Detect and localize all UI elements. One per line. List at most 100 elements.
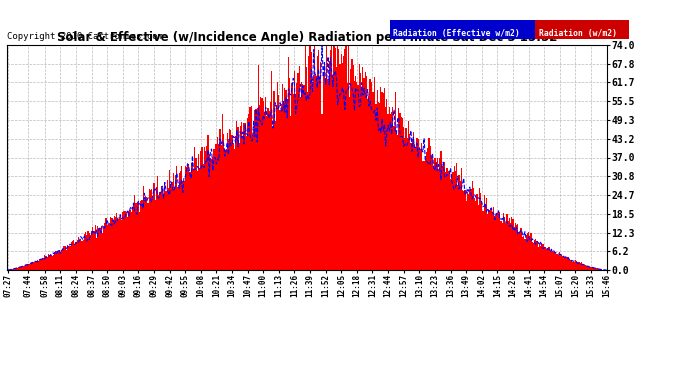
Bar [188, 164, 189, 270]
Bar [55, 251, 56, 270]
Bar [551, 249, 552, 270]
Bar [371, 82, 372, 270]
Bar [362, 68, 364, 270]
Bar [66, 249, 67, 270]
Bar [325, 78, 326, 270]
Bar [508, 221, 509, 270]
Bar [96, 238, 97, 270]
Bar [145, 196, 146, 270]
Bar [398, 108, 400, 270]
Bar [538, 246, 539, 270]
Bar [132, 207, 133, 270]
Bar [141, 200, 143, 270]
Bar [68, 246, 69, 270]
Bar [479, 188, 480, 270]
Bar [93, 231, 95, 270]
Bar [562, 256, 563, 270]
Bar [150, 190, 151, 270]
Bar [401, 117, 402, 270]
Bar [37, 260, 38, 270]
Bar [288, 57, 289, 270]
Bar [54, 252, 55, 270]
Bar [355, 76, 356, 270]
Bar [333, 45, 335, 270]
Bar [237, 127, 239, 270]
Bar [293, 94, 294, 270]
Bar [573, 262, 575, 270]
Bar [504, 217, 505, 270]
Bar [521, 228, 522, 270]
Bar [249, 107, 250, 270]
Bar [194, 147, 195, 270]
Bar [163, 196, 164, 270]
Bar [297, 73, 299, 270]
Bar [565, 257, 566, 270]
Bar [186, 166, 187, 270]
Bar [99, 228, 101, 270]
Bar [380, 87, 382, 270]
Bar [28, 264, 30, 270]
Bar [195, 158, 197, 270]
Bar [425, 156, 426, 270]
Bar [20, 267, 21, 270]
Bar [56, 251, 57, 270]
Bar [36, 261, 37, 270]
Bar [205, 151, 206, 270]
Bar [190, 164, 192, 270]
Bar [583, 265, 584, 270]
Bar [153, 183, 155, 270]
Bar [282, 84, 283, 270]
Bar [510, 223, 511, 270]
Bar [313, 75, 314, 270]
Bar [197, 171, 198, 270]
Bar [343, 56, 344, 270]
Bar [109, 223, 110, 270]
Bar [353, 65, 354, 270]
Bar [505, 223, 506, 270]
Bar [236, 121, 237, 270]
Bar [348, 45, 349, 270]
Bar [91, 231, 92, 270]
Bar [584, 266, 586, 270]
Bar [17, 268, 18, 270]
Bar [450, 179, 451, 270]
Bar [576, 261, 578, 270]
Bar [39, 259, 41, 270]
Bar [115, 217, 116, 270]
Bar [349, 98, 351, 270]
Bar [259, 105, 260, 270]
Bar [184, 181, 185, 270]
Bar [468, 194, 469, 270]
Bar [43, 258, 44, 270]
Bar [417, 139, 419, 270]
Bar [34, 262, 36, 270]
Bar [185, 166, 186, 270]
Bar [463, 191, 464, 270]
Bar [431, 156, 432, 270]
Bar [266, 116, 268, 270]
Bar [339, 64, 341, 270]
Bar [385, 106, 386, 270]
Bar [427, 148, 428, 270]
Bar [476, 194, 477, 270]
Bar [528, 232, 529, 270]
Bar [395, 92, 396, 270]
Bar [46, 257, 48, 270]
Text: Radiation (w/m2): Radiation (w/m2) [539, 28, 617, 38]
Bar [138, 203, 139, 270]
Bar [489, 207, 491, 270]
Bar [63, 246, 65, 270]
Bar [51, 256, 52, 270]
Bar [241, 122, 242, 270]
Bar [73, 240, 74, 270]
Bar [314, 45, 315, 270]
Bar [26, 265, 28, 270]
Bar [469, 189, 471, 270]
Bar [534, 240, 535, 270]
Bar [223, 134, 224, 270]
Bar [218, 144, 219, 270]
Bar [32, 262, 33, 270]
Bar [103, 226, 104, 270]
Bar [25, 265, 26, 270]
Bar [74, 244, 75, 270]
